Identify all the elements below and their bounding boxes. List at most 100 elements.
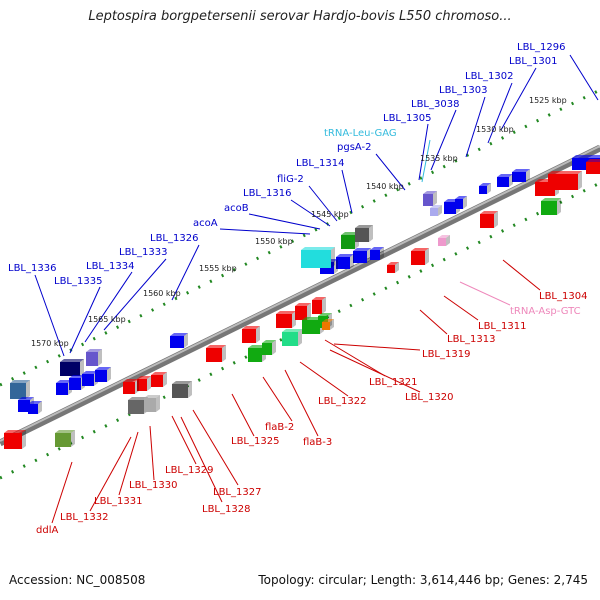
forward-gene-label: LBL_1314 [296,158,344,169]
forward-leader-line [465,96,486,158]
reverse-gene-label: LBL_1321 [369,377,417,388]
gene-glyph [172,381,192,398]
forward-leader-line [308,185,338,222]
reverse-gene-label: tRNA-Asp-GTC [510,306,581,317]
kbp-tick-label: 1555 kbp [199,264,237,273]
forward-gene-label: acoB [224,203,249,214]
forward-leader-line [84,271,133,343]
gene-glyph [336,254,354,269]
gene-glyph [586,159,600,174]
forward-leader-line [375,153,406,191]
gene-glyph [387,262,399,273]
gene-glyph [455,196,467,209]
topology-text: Topology: circular; Length: 3,614,446 bp… [258,573,588,587]
forward-gene-label: LBL_1335 [54,276,102,287]
gene-glyph [18,397,34,412]
gene-glyph [4,430,26,449]
forward-gene-label: LBL_1334 [86,261,134,272]
gene-glyph [541,198,561,215]
forward-gene-label: LBL_1301 [509,56,557,67]
kbp-tick-label: 1545 kbp [311,210,349,219]
gene-glyph [355,225,373,242]
reverse-leader-line [192,409,239,486]
reverse-gene-label: flaB-3 [303,437,332,448]
forward-leader-line [69,286,101,354]
forward-leader-line [219,228,311,235]
gene-glyph [60,359,84,376]
forward-leader-line [418,123,429,181]
chromosome-backbone-highlight [0,145,600,442]
forward-gene-label: LBL_1333 [119,247,167,258]
reverse-leader-line [459,281,511,306]
forward-gene-label: LBL_1303 [439,85,487,96]
reverse-gene-label: LBL_1332 [60,512,108,523]
kbp-tick-label: 1560 kbp [143,289,181,298]
reverse-leader-line [443,295,479,321]
forward-leader-line [430,109,457,171]
forward-leader-line [103,258,167,331]
reverse-leader-line [89,436,132,512]
gene-glyph [282,329,302,346]
gene-glyph [312,297,326,314]
reverse-gene-label: LBL_1329 [165,465,213,476]
gene-glyph [95,367,111,382]
kbp-tick-label: 1565 kbp [88,315,126,324]
gene-glyph [10,380,30,399]
chromosome-backbone [0,144,600,447]
accession-text: Accession: NC_008508 [9,573,146,587]
reverse-gene-label: LBL_1311 [478,321,526,332]
kbp-tick-label: 1570 kbp [31,339,69,348]
forward-leader-line [34,274,65,357]
kbp-tick-label: 1550 kbp [255,237,293,246]
reverse-leader-line [231,393,255,437]
reverse-gene-label: LBL_1304 [539,291,587,302]
reverse-gene-label: LBL_1330 [129,480,177,491]
forward-gene-label: tRNA-Leu-GAG [324,128,397,139]
kbp-tick-label: 1535 kbp [420,154,458,163]
forward-leader-line [421,139,431,183]
reverse-gene-label: LBL_1313 [447,334,495,345]
reverse-leader-line [262,376,293,422]
reverse-gene-label: LBL_1331 [94,496,142,507]
reverse-gene-label: LBL_1319 [422,349,470,360]
gene-glyph [206,345,226,362]
reverse-gene-label: ddlA [36,525,58,536]
reverse-leader-line [333,343,421,351]
forward-gene-label: acoA [193,218,218,229]
reverse-leader-line [419,309,448,335]
forward-leader-line [290,199,331,227]
forward-leader-line [248,213,321,230]
forward-leader-line [500,67,537,131]
reverse-leader-line [502,259,541,291]
reverse-leader-line [171,415,197,465]
gene-glyph [137,376,151,391]
kbp-tick-label: 1525 kbp [529,96,567,105]
reverse-leader-line [149,425,155,481]
forward-gene-label: LBL_1302 [465,71,513,82]
gene-glyph [123,379,139,394]
forward-leader-line [569,54,599,101]
gene-glyph [430,205,442,216]
gene-glyph [144,395,160,412]
reverse-leader-line [51,461,73,524]
gene-glyph [262,340,276,355]
gene-glyph [370,247,384,260]
forward-gene-label: LBL_1316 [243,188,291,199]
forward-leader-line [171,244,200,301]
forward-gene-label: LBL_1336 [8,263,56,274]
forward-gene-label: LBL_3038 [411,99,459,110]
gene-glyph [548,171,582,190]
gene-glyph [151,372,167,387]
gene-glyph [322,319,334,330]
reverse-gene-label: LBL_1325 [231,436,279,447]
gene-glyph [242,326,260,343]
forward-gene-label: fliG-2 [277,174,304,185]
map-title: Leptospira borgpetersenii serovar Hardjo… [88,9,512,24]
forward-leader-line [341,169,353,214]
reverse-leader-line [324,339,386,377]
forward-gene-label: LBL_1296 [517,42,565,53]
gene-glyph [301,247,335,268]
gene-glyph [480,211,498,228]
gene-glyph [276,311,296,328]
